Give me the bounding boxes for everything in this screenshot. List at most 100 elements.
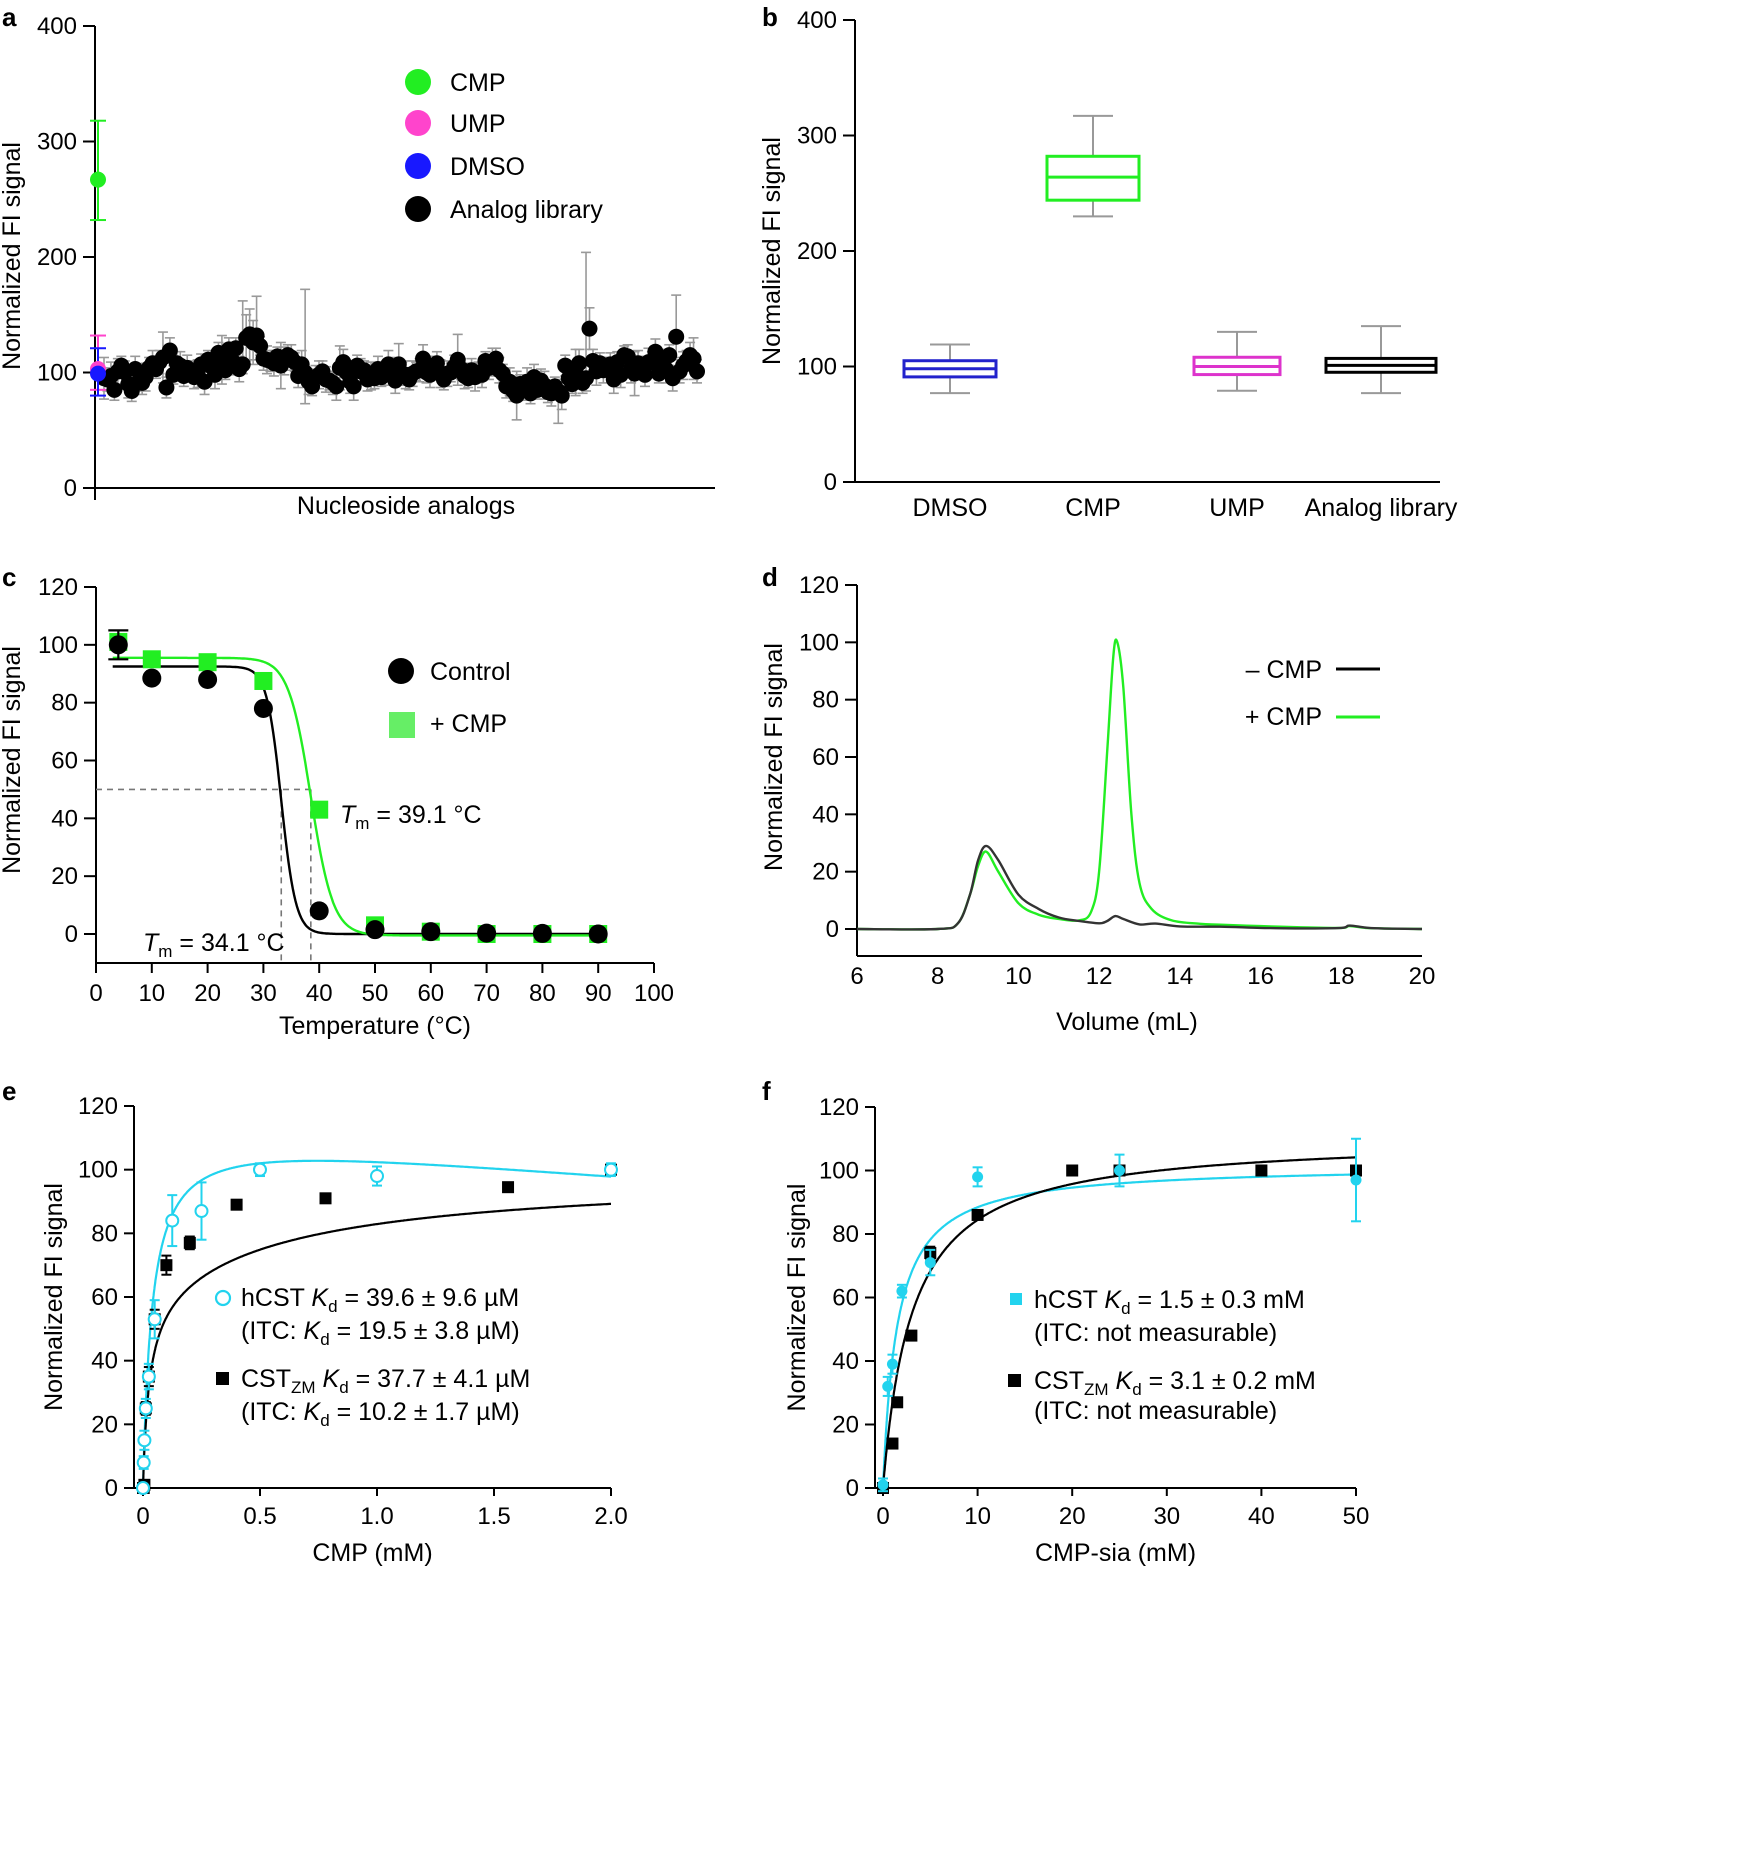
- fit-curve: [112, 656, 604, 937]
- panel-d: d 0 20 40 60 80 100 120 6 8 10 12 14 16 18 20 Volume (mL…: [760, 562, 1435, 1036]
- y-tick-label: 300: [37, 129, 77, 156]
- x-tick-label: 8: [931, 963, 944, 990]
- data-point-hcst: [137, 1433, 152, 1448]
- data-point-cstzm: [502, 1181, 515, 1194]
- x-tick-label: 1.0: [360, 1503, 393, 1530]
- legend-name: CST: [1034, 1367, 1084, 1395]
- x-tick-label: 0.5: [243, 1503, 276, 1530]
- data-point-hcst: [370, 1169, 384, 1184]
- data-point-control: [588, 924, 608, 944]
- x-axis-title: Temperature (°C): [279, 1012, 471, 1040]
- x-tick-label: 0: [876, 1503, 889, 1530]
- chromatogram-trace: [856, 844, 1423, 931]
- y-axis-title: Normalized FI signal: [760, 643, 788, 871]
- data-point-analog: [252, 337, 269, 354]
- legend-cstzm-itc: (ITC: not measurable): [1034, 1397, 1277, 1425]
- data-point-hcst: [896, 1285, 908, 1297]
- x-tick-label: 20: [194, 980, 221, 1007]
- y-tick-label: 80: [832, 1221, 859, 1248]
- itc-open: (ITC:: [241, 1317, 304, 1345]
- y-tick-label: 20: [91, 1411, 118, 1438]
- legend-space: [1109, 1367, 1116, 1395]
- x-tick-label: 1.5: [477, 1503, 510, 1530]
- panel-a: a 0 100 200 300 400 Nucleoside analogs Normaliz…: [0, 2, 715, 520]
- y-tick-label: 60: [832, 1285, 859, 1312]
- y-tick-label: 400: [797, 7, 837, 34]
- data-point-cmp: [198, 653, 217, 672]
- x-tick-label: 0: [89, 980, 102, 1007]
- y-axis-title: Normalized FI signal: [0, 142, 26, 370]
- legend-name: CST: [241, 1365, 291, 1393]
- data-point-analog: [345, 378, 362, 395]
- legend-cstzm-kd: CSTZM Kd = 3.1 ± 0.2 mM: [1034, 1367, 1316, 1399]
- tm-annotation-control: Tm = 34.1 °C: [143, 929, 285, 961]
- legend-kd-value: = 39.6 ± 9.6 µM: [338, 1284, 520, 1312]
- data-point-analog: [571, 355, 588, 372]
- y-tick-label: 20: [812, 859, 839, 886]
- data-point-dmso: [90, 365, 106, 382]
- y-tick-label: 120: [78, 1093, 118, 1120]
- data-point-analog: [553, 387, 570, 404]
- x-tick-label: 2.0: [594, 1503, 627, 1530]
- legend-kd-value: = 37.7 ± 4.1 µM: [349, 1365, 531, 1393]
- legend-label: CMP: [450, 69, 506, 97]
- y-tick-label: 0: [824, 469, 837, 496]
- data-point-analog: [106, 381, 123, 398]
- legend-name: hCST: [1034, 1286, 1098, 1314]
- y-tick-label: 60: [51, 748, 78, 775]
- legend-hcst-itc: (ITC: Kd = 19.5 ± 3.8 µM): [241, 1317, 520, 1349]
- panel-c: c 0 20 40 60 80 100 120 0 10 20 30 40 50 60 70 80 90 100 Te…: [0, 562, 674, 1040]
- kd-symbol: K: [1104, 1286, 1122, 1314]
- data-point-control: [421, 922, 441, 942]
- y-tick-label: 100: [37, 360, 77, 387]
- legend-marker: [405, 110, 431, 136]
- fit-curve: [141, 1202, 611, 1488]
- kd-subscript: d: [339, 1378, 348, 1397]
- y-tick-label: 120: [799, 572, 839, 599]
- y-tick-label: 20: [51, 863, 78, 890]
- y-tick-label: 100: [819, 1158, 859, 1185]
- data-point-cmp: [310, 800, 329, 819]
- y-tick-label: 200: [37, 244, 77, 271]
- tm-value: = 39.1 °C: [369, 801, 481, 829]
- x-axis-title: CMP (mM): [312, 1539, 432, 1567]
- data-point-cstzm: [886, 1437, 899, 1450]
- y-tick-label: 60: [91, 1284, 118, 1311]
- y-tick-label: 100: [78, 1157, 118, 1184]
- y-tick-label: 80: [812, 687, 839, 714]
- y-tick-label: 20: [832, 1412, 859, 1439]
- x-tick-label: 40: [306, 980, 333, 1007]
- legend-space: [304, 1284, 311, 1312]
- data-point-hcst: [972, 1171, 984, 1183]
- fit-curve: [881, 1156, 1357, 1488]
- panel-e: e 0 20 40 60 80 100 120 0 0.5 1.0 1.5 2.0 CMP (mM) Nor…: [2, 1076, 628, 1567]
- data-point-hcst: [138, 1401, 153, 1416]
- x-tick-label: 100: [634, 980, 674, 1007]
- y-tick-label: 60: [812, 744, 839, 771]
- y-axis-title: Normalized FI signal: [40, 1183, 68, 1411]
- x-tick-label: 50: [1343, 1503, 1370, 1530]
- data-point-hcst: [604, 1162, 618, 1177]
- x-tick-label: 14: [1167, 963, 1194, 990]
- x-tick-label: 90: [585, 980, 612, 1007]
- y-axis-title: Normalized FI signal: [783, 1184, 811, 1412]
- chromatogram-trace: [856, 638, 1423, 931]
- data-point-hcst: [253, 1162, 267, 1177]
- data-point-control: [477, 923, 497, 943]
- x-tick-label: 30: [250, 980, 277, 1007]
- data-point-cstzm: [183, 1236, 196, 1249]
- itc-value: = 19.5 ± 3.8 µM: [330, 1317, 512, 1345]
- panel-f: f 0 20 40 60 80 100 120 0 10 20 30 40 50 CMP-sia (mM) N…: [762, 1076, 1369, 1567]
- data-point-hcst: [886, 1358, 898, 1370]
- kd-subscript: d: [1132, 1380, 1141, 1399]
- kd-subscript: d: [1121, 1299, 1130, 1318]
- data-point-control: [142, 668, 162, 688]
- x-tick-label: DMSO: [913, 494, 988, 522]
- panel-label-a: a: [2, 2, 17, 32]
- legend-label: + CMP: [1245, 703, 1322, 731]
- kd-subscript: d: [328, 1297, 337, 1316]
- kd-symbol: K: [304, 1398, 322, 1426]
- y-axis-title: Normalized FI signal: [758, 137, 786, 365]
- x-tick-label: 60: [417, 980, 444, 1007]
- kd-symbol: K: [323, 1365, 341, 1393]
